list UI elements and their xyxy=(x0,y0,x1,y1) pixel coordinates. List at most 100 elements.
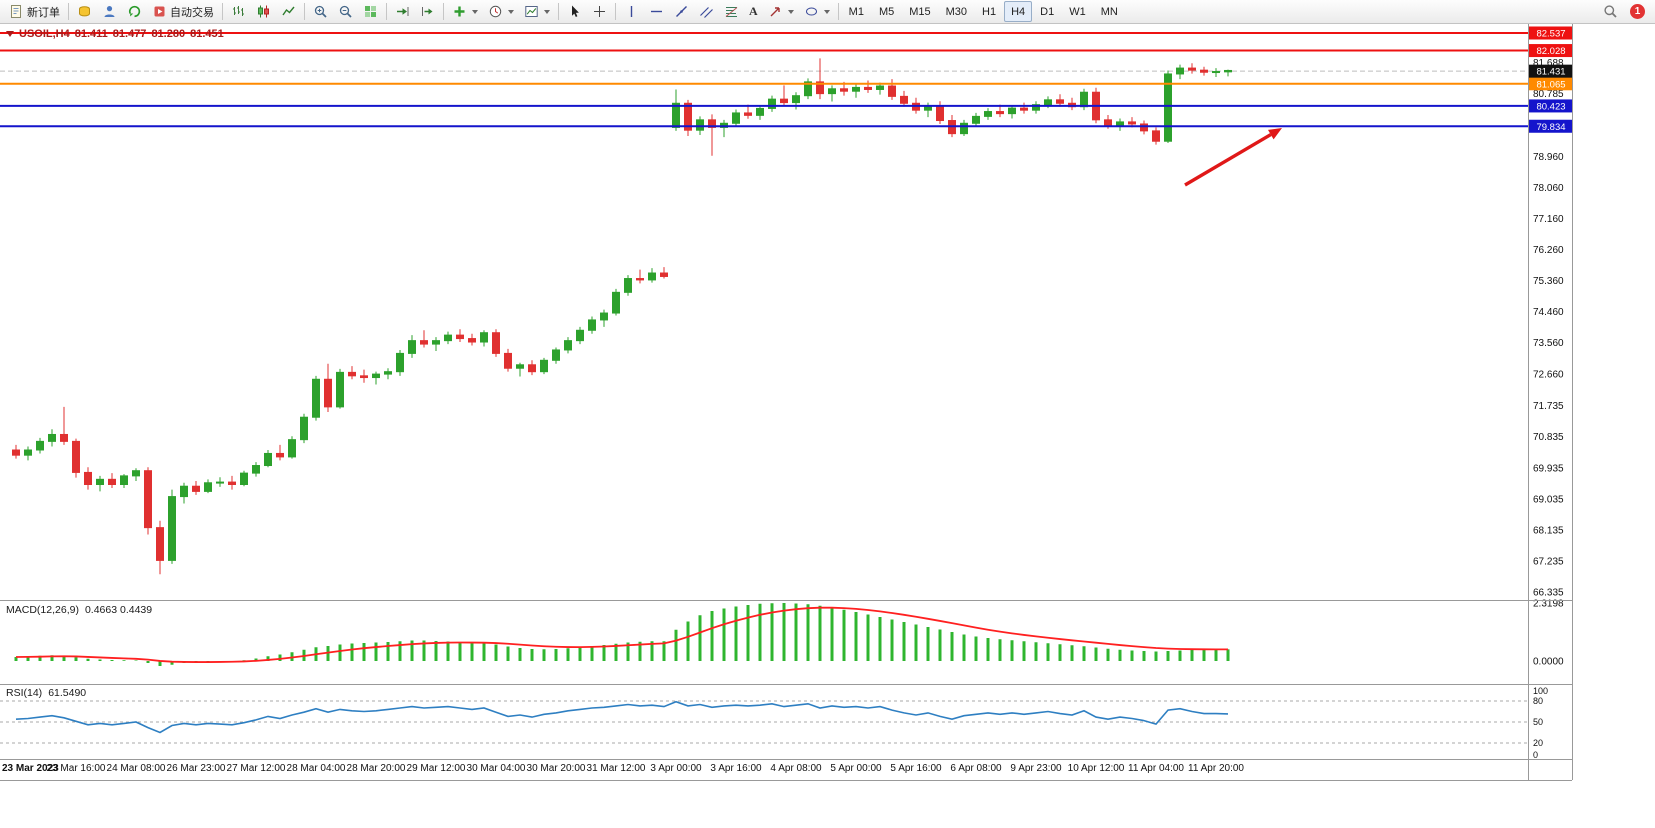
arrow-tools-button[interactable] xyxy=(763,1,799,22)
svg-text:5 Apr 00:00: 5 Apr 00:00 xyxy=(830,763,882,774)
macd-name: MACD(12,26,9) xyxy=(6,604,79,616)
candle xyxy=(816,81,824,95)
timeframe-button-d1[interactable]: D1 xyxy=(1033,1,1061,22)
line-chart-button[interactable] xyxy=(276,1,301,22)
text-tool-button[interactable]: A xyxy=(744,1,763,22)
price-axis[interactable]: 81.688 80.785 78.960 78.060 77.160 76.260 75.3… xyxy=(1529,26,1573,599)
fibonacci-tool-button[interactable] xyxy=(719,1,744,22)
market-watch-button[interactable] xyxy=(72,1,97,22)
price-axis-box xyxy=(1529,99,1573,113)
candle xyxy=(396,352,404,373)
candle xyxy=(288,439,296,458)
timeframe-button-m30[interactable]: M30 xyxy=(939,1,974,22)
candle xyxy=(684,102,692,131)
svg-text:6 Apr 08:00: 6 Apr 08:00 xyxy=(950,763,1002,774)
candle xyxy=(480,332,488,343)
toolbar-separator xyxy=(386,3,387,20)
candle xyxy=(1056,99,1064,104)
periods-button[interactable] xyxy=(483,1,519,22)
line-chart-icon xyxy=(282,6,295,16)
candle xyxy=(744,112,752,116)
candle xyxy=(756,107,764,116)
ohlc-open: 81.411 xyxy=(74,28,108,40)
indicators-button[interactable] xyxy=(447,1,483,22)
arrow-annotation[interactable] xyxy=(1184,128,1282,187)
candle xyxy=(672,102,680,128)
svg-text:3 Apr 00:00: 3 Apr 00:00 xyxy=(650,763,702,774)
horizontal-line-tool-button[interactable] xyxy=(644,1,669,22)
candle xyxy=(1080,91,1088,108)
zoom-in-button[interactable] xyxy=(308,1,333,22)
candle xyxy=(936,105,944,122)
cursor-tool-button[interactable] xyxy=(562,1,587,22)
tile-windows-button[interactable] xyxy=(358,1,383,22)
terminal-icon xyxy=(128,5,141,18)
zoom-out-button[interactable] xyxy=(333,1,358,22)
templates-button[interactable] xyxy=(519,1,555,22)
candle xyxy=(204,482,212,492)
price-axis-box xyxy=(1529,26,1573,40)
navigator-icon xyxy=(104,6,115,17)
candle xyxy=(1152,130,1160,142)
fibonacci-icon xyxy=(725,7,738,17)
candle xyxy=(216,481,224,484)
price-axis-box xyxy=(1529,119,1573,133)
auto-trading-button[interactable]: 自动交易 xyxy=(147,1,219,22)
auto-scroll-button[interactable] xyxy=(390,1,415,22)
horizontal-level-lines[interactable] xyxy=(0,32,1528,128)
timeframe-button-m15[interactable]: M15 xyxy=(902,1,937,22)
svg-text:26 Mar 23:00: 26 Mar 23:00 xyxy=(167,763,226,774)
search-button[interactable] xyxy=(1598,1,1623,22)
vertical-line-tool-button[interactable] xyxy=(619,1,644,22)
new-order-button[interactable]: 新订单 xyxy=(4,1,65,22)
chart-canvas[interactable]: 81.688 80.785 78.960 78.060 77.160 76.260 75.3… xyxy=(0,24,1655,828)
price-axis-box xyxy=(1529,77,1573,91)
candle xyxy=(1104,119,1112,126)
candle xyxy=(864,86,872,90)
rsi-label: RSI(14) 61.5490 xyxy=(6,687,86,699)
svg-text:81.431: 81.431 xyxy=(1536,67,1565,78)
candlestick-chart-button[interactable] xyxy=(251,1,276,22)
template-icon xyxy=(525,6,538,17)
bar-chart-button[interactable] xyxy=(226,1,251,22)
timeframe-button-h4[interactable]: H4 xyxy=(1004,1,1033,22)
timeframe-button-w1[interactable]: W1 xyxy=(1062,1,1093,22)
crosshair-tool-button[interactable] xyxy=(587,1,612,22)
svg-text:72.660: 72.660 xyxy=(1533,369,1564,380)
notification-badge[interactable]: 1 xyxy=(1630,4,1645,19)
candle xyxy=(1164,73,1172,142)
svg-text:71.735: 71.735 xyxy=(1533,401,1564,412)
svg-text:81.065: 81.065 xyxy=(1536,79,1565,90)
timeframe-button-m5[interactable]: M5 xyxy=(872,1,901,22)
vertical-line-icon xyxy=(630,6,633,17)
toolbar-separator xyxy=(558,3,559,20)
shapes-tools-button[interactable] xyxy=(799,1,835,22)
chart-shift-button[interactable] xyxy=(415,1,440,22)
toolbar-separator xyxy=(222,3,223,20)
candle xyxy=(84,471,92,486)
timeframe-button-mn[interactable]: MN xyxy=(1094,1,1125,22)
candle xyxy=(372,373,380,379)
terminal-button[interactable] xyxy=(122,1,147,22)
candle xyxy=(108,478,116,486)
navigator-button[interactable] xyxy=(97,1,122,22)
cursor-icon xyxy=(572,5,579,17)
trendline-tool-button[interactable] xyxy=(669,1,694,22)
chart-shift-icon xyxy=(422,7,433,16)
svg-text:80.785: 80.785 xyxy=(1533,89,1564,100)
candle xyxy=(852,86,860,92)
channel-tool-button[interactable] xyxy=(694,1,719,22)
candle xyxy=(12,449,20,456)
candle xyxy=(384,371,392,375)
candle xyxy=(492,332,500,354)
svg-text:82.537: 82.537 xyxy=(1536,29,1565,40)
timeframe-button-m1[interactable]: M1 xyxy=(842,1,871,22)
svg-text:70.835: 70.835 xyxy=(1533,432,1564,443)
candlestick-chart-icon xyxy=(258,5,269,18)
timeframe-button-h1[interactable]: H1 xyxy=(975,1,1003,22)
main-toolbar: 新订单 自动交易 xyxy=(0,0,1655,24)
bar-chart-icon xyxy=(233,6,244,16)
candle xyxy=(156,527,164,561)
candle xyxy=(72,440,80,473)
